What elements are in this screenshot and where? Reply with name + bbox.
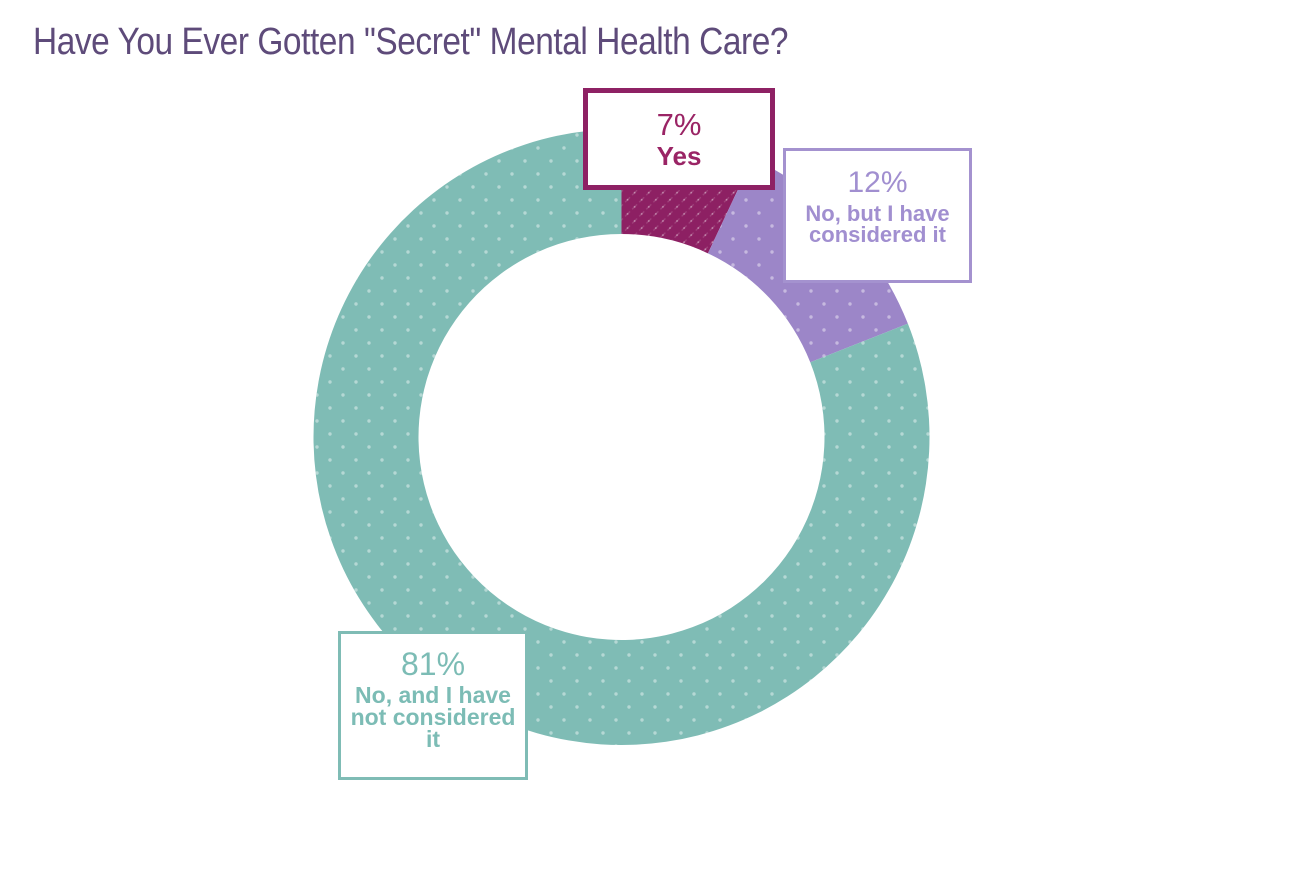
chart-title: Have You Ever Gotten "Secret" Mental Hea… [33, 21, 789, 63]
callout-no-not-considered-percent: 81% [400, 646, 466, 682]
callout-no-but-considered-label: No, but I have considered it [805, 201, 950, 247]
callout-no-but-considered-percent: 12% [847, 166, 908, 199]
donut-slice-texture-2 [313, 129, 930, 746]
callout-no-not-considered: 81% No, and I have not considered it [338, 631, 528, 780]
callout-yes-percent: 7% [656, 106, 702, 142]
callout-no-but-considered: 12% No, but I have considered it [783, 148, 972, 283]
callout-yes-label: Yes [656, 140, 702, 171]
callout-no-not-considered-label: No, and I have not considered it [350, 682, 516, 752]
callout-yes: 7% Yes [583, 88, 775, 190]
